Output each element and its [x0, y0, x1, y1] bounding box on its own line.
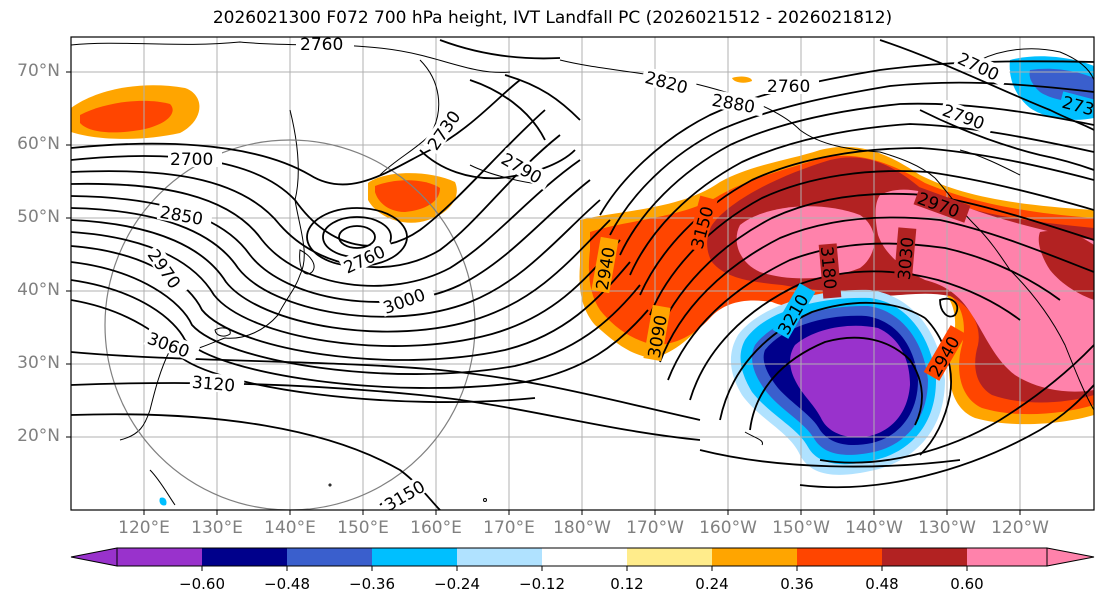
lon-label: 170°E	[483, 518, 535, 538]
lon-label: 170°W	[626, 518, 684, 538]
lon-label: 160°E	[410, 518, 462, 538]
colorbar-swatch	[967, 548, 1047, 566]
colorbar-swatch	[712, 548, 797, 566]
colorbar-swatch	[372, 548, 457, 566]
contour-label: 2760	[300, 35, 343, 55]
colorbar-tick-label: 0.12	[610, 575, 644, 593]
lon-label: 180°W	[553, 518, 611, 538]
colorbar-tick-label: −0.12	[519, 575, 565, 593]
lat-label: 40°N	[17, 280, 60, 300]
map-title: 2026021300 F072 700 hPa height, IVT Land…	[212, 8, 893, 28]
contour-label: 3180	[816, 245, 840, 290]
colorbar-swatch	[202, 548, 287, 566]
colorbar-swatch	[882, 548, 967, 566]
lon-label: 130°W	[918, 518, 976, 538]
colorbar-tick-label: −0.60	[179, 575, 225, 593]
lon-label: 140°E	[264, 518, 316, 538]
axis-ticks	[66, 71, 1021, 515]
colorbar-swatch	[117, 548, 202, 566]
region-circle	[104, 139, 476, 510]
lon-label: 140°W	[845, 518, 903, 538]
colorbar-tick-label: 0.48	[865, 575, 899, 593]
lat-label: 20°N	[17, 426, 60, 446]
lat-label: 30°N	[17, 353, 60, 373]
colorbar-tick-label: 0.24	[695, 575, 729, 593]
lat-label: 70°N	[17, 61, 60, 81]
colorbar-swatch	[627, 548, 712, 566]
lon-label: 120°W	[991, 518, 1049, 538]
colorbar	[70, 547, 1095, 571]
lat-label: 60°N	[17, 134, 60, 154]
colorbar-tick-label: −0.36	[349, 575, 395, 593]
colorbar-tick-label: −0.24	[434, 575, 480, 593]
colorbar-swatch	[287, 548, 372, 566]
colorbar-swatch	[457, 548, 542, 566]
colorbar-tick-label: 0.60	[950, 575, 984, 593]
colorbar-swatch	[542, 548, 627, 566]
lon-label: 120°E	[118, 518, 170, 538]
height-contours	[71, 39, 1094, 510]
contour-label: 3120	[191, 373, 236, 397]
map-panel: 2760 2820 2880 2760 2700 2790 2730 2700 …	[71, 35, 1094, 510]
lon-label: 150°W	[772, 518, 830, 538]
lon-label: 130°E	[191, 518, 243, 538]
lat-label: 50°N	[17, 207, 60, 227]
lon-label: 160°W	[699, 518, 757, 538]
colorbar-tick-label: 0.36	[780, 575, 814, 593]
contour-label: 2700	[170, 150, 213, 170]
colorbar-extend-low	[70, 547, 118, 567]
colorbar-tick-label: −0.48	[264, 575, 310, 593]
colorbar-swatch	[797, 548, 882, 566]
lon-label: 150°E	[337, 518, 389, 538]
contour-label: 3030	[895, 236, 919, 281]
contour-label: 2760	[767, 77, 810, 97]
colorbar-extend-high	[1046, 547, 1095, 567]
